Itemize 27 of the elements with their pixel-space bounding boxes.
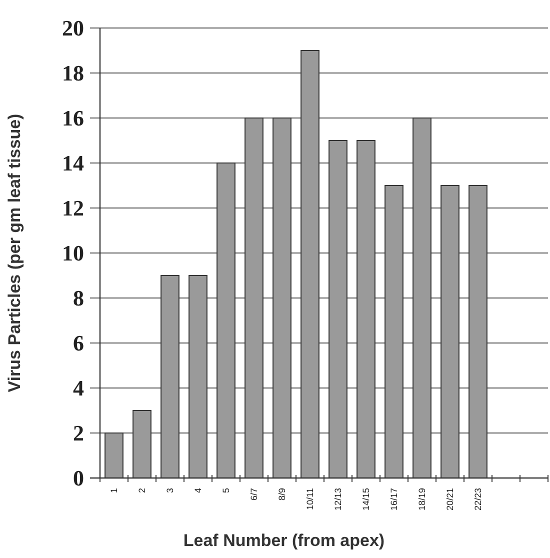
x-tick-label: 14/15 [361,488,372,511]
y-tick-label: 8 [73,286,84,311]
x-tick-label: 18/19 [417,488,428,511]
y-axis-title: Virus Particles (per gm leaf tissue) [5,114,24,392]
x-tick-label: 3 [165,488,176,494]
y-tick-label: 10 [62,240,84,266]
y-tick-label: 20 [62,16,84,41]
x-tick-label: 2 [137,488,148,494]
x-tick-label: 12/13 [333,488,344,511]
x-tick-label: 4 [193,488,204,494]
x-tick-label: 1 [109,488,120,494]
x-tick-label: 22/23 [473,488,484,511]
y-tick-label: 2 [73,420,84,446]
x-tick-label: 20/21 [445,488,456,511]
x-tick-label: 10/11 [305,488,316,510]
y-tick-label: 18 [62,60,84,86]
y-tick-label: 4 [73,376,84,401]
x-tick-label: 8/9 [277,488,288,501]
y-tick-label: 14 [62,150,84,176]
y-tick-label: 16 [62,106,84,131]
x-tick-label: 16/17 [389,488,400,511]
x-axis-title: Leaf Number (from apex) [183,531,385,550]
y-tick-label: 12 [62,196,84,221]
y-tick-label: 0 [73,466,84,491]
x-tick-label: 6/7 [249,488,260,501]
y-tick-label: 6 [73,330,84,356]
x-tick-label: 5 [221,488,232,494]
